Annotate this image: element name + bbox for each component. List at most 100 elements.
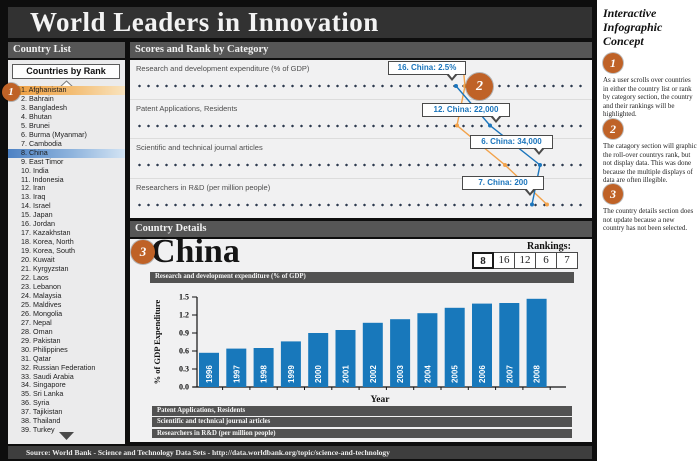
countries-by-rank-title: Countries by Rank bbox=[12, 64, 120, 79]
bar-year-label: 2005 bbox=[451, 365, 460, 383]
note-text: The catagory section will graphic the ro… bbox=[603, 142, 697, 185]
ranking-cell-1: 16 bbox=[493, 252, 515, 269]
note-number-badge: 2 bbox=[603, 119, 623, 139]
note-text: As a user scrolls over countries in eith… bbox=[603, 76, 693, 119]
country-item-maldives[interactable]: 25. Maldives bbox=[21, 299, 62, 309]
country-item-russian-federation[interactable]: 32. Russian Federation bbox=[21, 362, 96, 372]
country-item-turkey[interactable]: 39. Turkey bbox=[21, 425, 55, 435]
bar-2006 bbox=[472, 303, 492, 387]
category-row-1[interactable]: Patent Applications, Residents bbox=[130, 100, 592, 139]
bar-2005 bbox=[444, 307, 465, 387]
country-item-saudi-arabia[interactable]: 33. Saudi Arabia bbox=[21, 371, 74, 381]
concept-marker-3: 3 bbox=[131, 240, 155, 264]
country-item-burma-myanmar-[interactable]: 6. Burma (Myanmar) bbox=[21, 129, 87, 139]
country-item-oman[interactable]: 28. Oman bbox=[21, 326, 53, 336]
country-item-bhutan[interactable]: 4. Bhutan bbox=[21, 111, 52, 121]
country-item-laos[interactable]: 22. Laos bbox=[21, 273, 49, 283]
svg-text:1.2: 1.2 bbox=[179, 311, 189, 320]
bar-year-label: 2007 bbox=[505, 365, 514, 383]
source-footer: Source: World Bank - Science and Technol… bbox=[8, 446, 592, 459]
country-item-bangladesh[interactable]: 3. Bangladesh bbox=[21, 102, 67, 112]
category-label: Patent Applications, Residents bbox=[136, 103, 238, 113]
country-item-kuwait[interactable]: 20. Kuwait bbox=[21, 255, 55, 265]
svg-text:0.6: 0.6 bbox=[179, 347, 189, 356]
country-item-india[interactable]: 10. India bbox=[21, 165, 49, 175]
bar-2001 bbox=[335, 330, 356, 387]
country-details-panel: 3 China Rankings: 8 16 12 6 7 Research and d… bbox=[130, 233, 592, 442]
country-item-singapore[interactable]: 34. Singapore bbox=[21, 380, 66, 390]
rank-axis-dotted-line[interactable] bbox=[135, 84, 587, 88]
country-item-bahrain[interactable]: 2. Bahrain bbox=[21, 93, 54, 103]
country-item-nepal[interactable]: 27. Nepal bbox=[21, 317, 52, 327]
country-item-japan[interactable]: 15. Japan bbox=[21, 210, 53, 220]
bar-year-label: 2001 bbox=[342, 365, 351, 383]
country-item-syria[interactable]: 36. Syria bbox=[21, 398, 50, 408]
rank-callout-2: 6. China: 34,000 bbox=[470, 135, 553, 155]
scroll-down-icon[interactable] bbox=[59, 432, 74, 440]
bar-2002 bbox=[362, 322, 383, 387]
country-item-brunei[interactable]: 5. Brunei bbox=[21, 120, 50, 130]
category-row-3[interactable]: Researchers in R&D (per million people) bbox=[130, 179, 592, 219]
chart-y-axis-label: % of GDP Expenditure bbox=[152, 299, 162, 384]
country-item-philippines[interactable]: 30. Philippines bbox=[21, 344, 68, 354]
svg-text:0.3: 0.3 bbox=[179, 365, 189, 374]
category-label: Researchers in R&D (per million people) bbox=[136, 182, 271, 192]
concept-sidebar: Interactive Infographic Concept 1 As a us… bbox=[597, 0, 700, 461]
bar-year-label: 2006 bbox=[478, 365, 487, 383]
note-number-badge: 3 bbox=[603, 184, 623, 204]
country-item-iraq[interactable]: 13. Iraq bbox=[21, 192, 46, 202]
concept-marker-1: 1 bbox=[2, 83, 20, 101]
country-item-korea-north[interactable]: 18. Korea, North bbox=[21, 237, 74, 247]
bar-year-label: 2008 bbox=[533, 365, 542, 383]
country-list-panel: Countries by Rank 1. Afghanistan 2. Bahra… bbox=[8, 60, 125, 444]
collapsed-section-0[interactable]: Patent Applications, Residents bbox=[152, 406, 572, 416]
country-item-china[interactable]: 8. China bbox=[8, 148, 125, 158]
ranking-cell-4: 7 bbox=[556, 252, 578, 269]
country-item-east-timor[interactable]: 9. East Timor bbox=[21, 156, 64, 166]
country-item-malaysia[interactable]: 24. Malaysia bbox=[21, 290, 62, 300]
bar-2008 bbox=[526, 298, 547, 387]
country-item-indonesia[interactable]: 11. Indonesia bbox=[21, 174, 64, 184]
bar-year-label: 1999 bbox=[287, 365, 296, 383]
country-item-kazakhstan[interactable]: 17. Kazakhstan bbox=[21, 228, 71, 238]
scores-panel: Research and development expenditure (% … bbox=[130, 60, 592, 218]
country-item-tajikistan[interactable]: 37. Tajikistan bbox=[21, 407, 63, 417]
scores-header: Scores and Rank by Category bbox=[130, 42, 592, 58]
country-item-korea-south[interactable]: 19. Korea, South bbox=[21, 246, 75, 256]
country-item-afghanistan[interactable]: 1. Afghanistan bbox=[8, 85, 125, 95]
country-item-iran[interactable]: 12. Iran bbox=[21, 183, 46, 193]
country-item-mongolia[interactable]: 26. Mongolia bbox=[21, 308, 63, 318]
bar-year-label: 2000 bbox=[314, 365, 323, 383]
ranking-cell-2: 12 bbox=[514, 252, 536, 269]
category-row-0[interactable]: Research and development expenditure (% … bbox=[130, 60, 592, 100]
country-item-pakistan[interactable]: 29. Pakistan bbox=[21, 335, 61, 345]
collapsed-section-2[interactable]: Researchers in R&D (per million people) bbox=[152, 428, 572, 439]
bar-1998 bbox=[253, 348, 274, 387]
rank-callout-3: 7. China: 200 bbox=[462, 176, 544, 196]
collapsed-section-1[interactable]: Scientific and technical journal article… bbox=[152, 417, 572, 427]
note-text: The country details section does not upd… bbox=[603, 207, 694, 233]
country-item-kyrgyzstan[interactable]: 21. Kyrgyzstan bbox=[21, 264, 69, 274]
country-item-qatar[interactable]: 31. Qatar bbox=[21, 353, 51, 363]
country-item-israel[interactable]: 14. Israel bbox=[21, 201, 51, 211]
gdp-expenditure-bar-chart: 0.0 0.3 0.6 0.9 1.2 1.5 1996 1997 1998 1999 2000 20… bbox=[152, 293, 566, 405]
country-item-sri-lanka[interactable]: 35. Sri Lanka bbox=[21, 389, 64, 399]
country-item-jordan[interactable]: 16. Jordan bbox=[21, 219, 55, 229]
rank-axis-dotted-line[interactable] bbox=[135, 163, 587, 167]
country-list-header: Country List bbox=[8, 42, 125, 58]
country-item-lebanon[interactable]: 23. Lebanon bbox=[21, 281, 61, 291]
svg-text:1.5: 1.5 bbox=[179, 293, 189, 302]
bar-1996 bbox=[199, 352, 219, 387]
country-item-thailand[interactable]: 38. Thailand bbox=[21, 416, 61, 426]
country-item-cambodia[interactable]: 7. Cambodia bbox=[21, 138, 62, 148]
infographic-canvas: World Leaders in Innovation Country List… bbox=[0, 0, 597, 461]
rank-axis-dotted-line[interactable] bbox=[135, 123, 587, 128]
ranking-cell-0: 8 bbox=[472, 252, 494, 269]
rank-axis-dotted-line[interactable] bbox=[135, 202, 587, 207]
svg-text:0.9: 0.9 bbox=[179, 329, 189, 338]
category-row-2[interactable]: Scientific and technical journal article… bbox=[130, 139, 592, 179]
open-section-bar[interactable]: Research and development expenditure (% … bbox=[150, 272, 574, 283]
category-label: Scientific and technical journal article… bbox=[136, 143, 263, 152]
category-rows: Research and development expenditure (% … bbox=[130, 60, 592, 218]
rank-callout-0: 16. China: 2.5% bbox=[388, 61, 466, 81]
